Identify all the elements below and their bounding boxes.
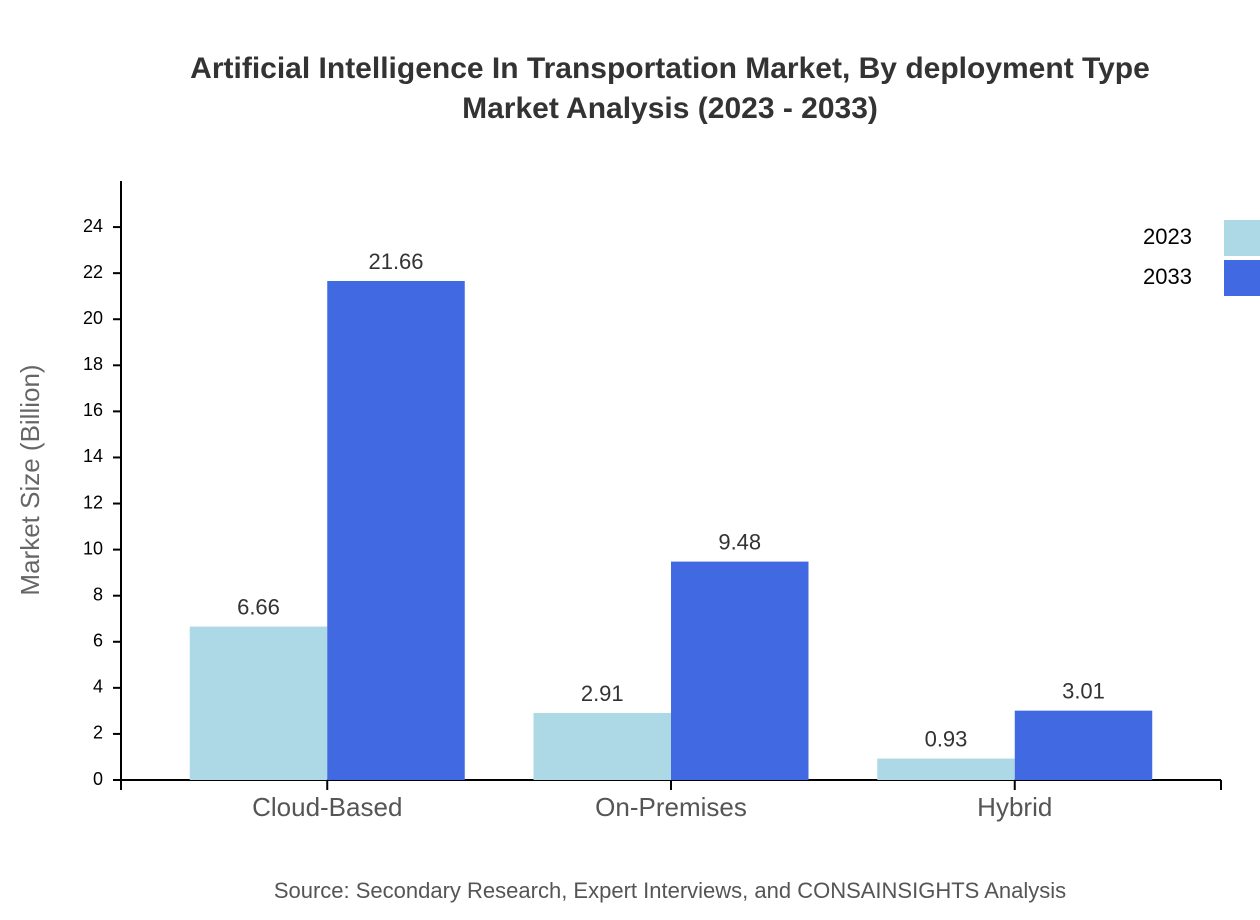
value-label: 6.66 — [237, 594, 280, 619]
y-tick-label: 2 — [93, 723, 103, 743]
chart-subtitle: Market Analysis (2023 - 2033) — [462, 92, 878, 125]
y-axis-label: Market Size (Billion) — [15, 364, 45, 595]
y-tick-label: 6 — [93, 631, 103, 651]
y-tick-label: 24 — [83, 216, 103, 236]
legend-label: 2023 — [1143, 224, 1192, 249]
y-tick-label: 4 — [93, 677, 103, 697]
y-tick-label: 0 — [93, 769, 103, 789]
bar — [327, 280, 465, 780]
bar — [671, 561, 809, 780]
y-tick-label: 8 — [93, 584, 103, 604]
x-tick-label: Cloud-Based — [252, 792, 402, 822]
bar — [533, 712, 671, 780]
value-label: 9.48 — [718, 529, 761, 554]
bar — [189, 626, 328, 780]
y-tick-label: 10 — [83, 538, 103, 558]
bar — [877, 758, 1015, 780]
value-label: 0.93 — [925, 726, 968, 751]
y-tick-label: 20 — [83, 308, 103, 328]
legend-swatch — [1224, 260, 1260, 296]
value-label: 21.66 — [368, 249, 423, 274]
x-tick-label: On-Premises — [595, 792, 747, 822]
value-label: 3.01 — [1062, 678, 1105, 703]
y-tick-label: 12 — [83, 492, 103, 512]
y-tick-label: 18 — [83, 354, 103, 374]
source-note: Source: Secondary Research, Expert Inter… — [274, 878, 1066, 903]
y-tick-label: 14 — [83, 446, 103, 466]
legend-swatch — [1224, 220, 1260, 256]
value-label: 2.91 — [581, 681, 624, 706]
bar — [1014, 710, 1153, 780]
chart-title: Artificial Intelligence In Transportatio… — [190, 52, 1150, 85]
legend-label: 2033 — [1143, 264, 1192, 289]
y-tick-label: 22 — [83, 262, 103, 282]
x-tick-label: Hybrid — [977, 792, 1052, 822]
y-tick-label: 16 — [83, 400, 103, 420]
